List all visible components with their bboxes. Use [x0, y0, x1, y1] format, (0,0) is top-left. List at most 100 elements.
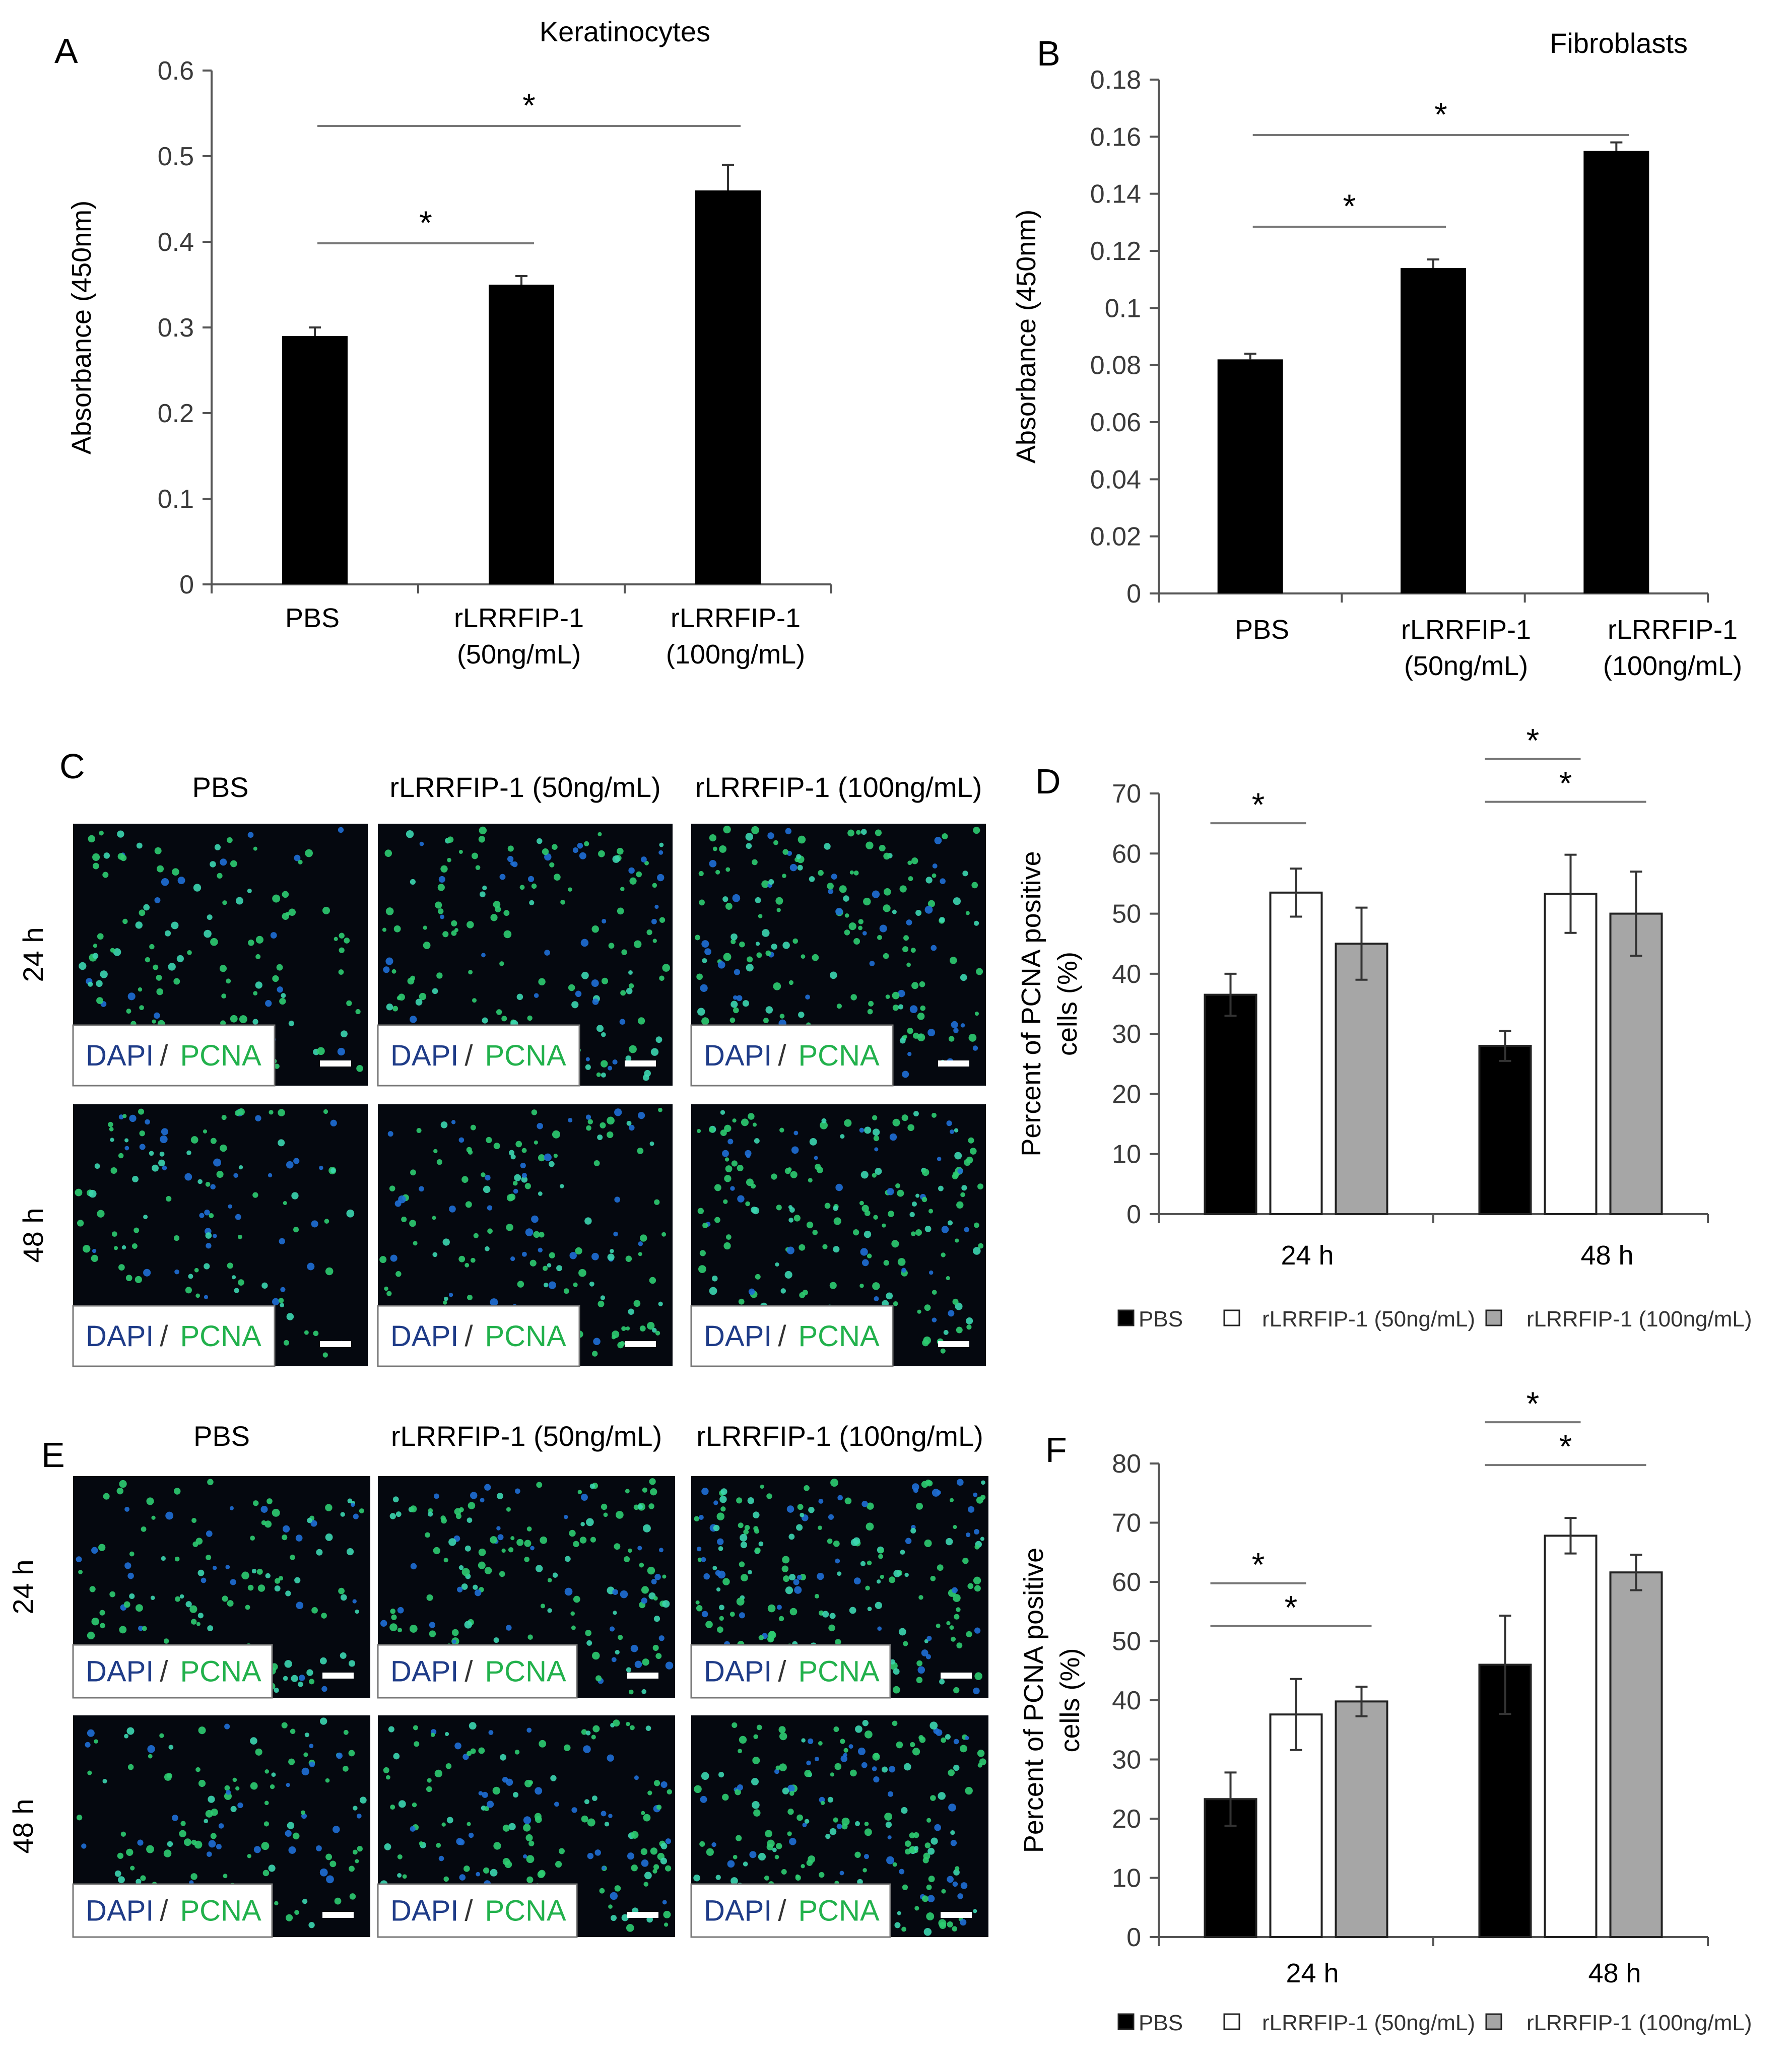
- cell-nucleus: [547, 1608, 552, 1613]
- significance-star: *: [1252, 1546, 1265, 1583]
- stain-label: DAPI / PCNA: [704, 1895, 880, 1927]
- dapi-label: DAPI: [86, 1895, 154, 1927]
- cell-nucleus: [110, 1167, 117, 1174]
- cell-nucleus: [974, 1585, 981, 1592]
- cell-nucleus: [628, 1308, 634, 1315]
- cell-nucleus: [746, 1154, 751, 1158]
- cell-nucleus: [924, 1225, 932, 1232]
- chart-a-keratinocytes: Keratinocytes00.10.20.30.40.50.6Absorban…: [67, 16, 832, 670]
- cell-nucleus: [612, 1059, 618, 1065]
- stain-label-box: DAPI / PCNA: [690, 1024, 894, 1087]
- cell-nucleus: [620, 990, 626, 996]
- stain-label-box: DAPI / PCNA: [377, 1644, 578, 1699]
- cell-nucleus: [338, 969, 344, 975]
- cell-nucleus: [634, 940, 642, 948]
- cell-nucleus: [468, 1150, 473, 1155]
- column-title: rLRRFIP-1 (100ng/mL): [695, 771, 982, 803]
- cell-nucleus: [390, 1805, 395, 1810]
- cell-nucleus: [636, 871, 642, 878]
- cell-nucleus: [587, 1852, 594, 1859]
- micrograph-1-0: DAPI / PCNA: [72, 1715, 370, 1938]
- cell-nucleus: [641, 1689, 647, 1694]
- y-tick-label: 30: [1112, 1746, 1141, 1775]
- cell-nucleus: [284, 1660, 292, 1668]
- cell-nucleus: [429, 1630, 436, 1637]
- cell-nucleus: [140, 1875, 146, 1881]
- dapi-label: DAPI: [86, 1320, 154, 1353]
- cell-nucleus: [250, 1737, 257, 1745]
- cell-nucleus: [906, 962, 911, 967]
- stain-separator: /: [464, 1895, 473, 1927]
- cell-nucleus: [228, 1204, 232, 1209]
- cell-nucleus: [87, 1770, 92, 1775]
- cell-nucleus: [352, 1849, 358, 1855]
- cell-nucleus: [915, 909, 922, 916]
- cell-nucleus: [390, 1609, 396, 1614]
- cell-nucleus: [446, 1817, 453, 1824]
- cell-nucleus: [432, 1252, 438, 1257]
- cell-nucleus: [294, 1577, 301, 1583]
- cell-nucleus: [426, 1786, 432, 1792]
- cell-nucleus: [898, 1628, 906, 1636]
- cell-nucleus: [203, 1129, 208, 1134]
- cell-nucleus: [598, 1300, 605, 1307]
- cell-nucleus: [124, 1146, 129, 1151]
- cell-nucleus: [743, 1861, 748, 1867]
- cell-nucleus: [475, 865, 481, 871]
- cell-nucleus: [468, 1832, 474, 1838]
- cell-nucleus: [899, 1037, 906, 1044]
- cell-nucleus: [549, 1161, 555, 1167]
- cell-nucleus: [540, 1536, 548, 1544]
- cell-nucleus: [717, 961, 725, 969]
- cell-nucleus: [493, 1637, 499, 1643]
- cell-nucleus: [637, 1148, 644, 1154]
- row-label: 24 h: [17, 927, 49, 982]
- cell-nucleus: [639, 1562, 644, 1568]
- cell-nucleus: [592, 1795, 598, 1801]
- cell-nucleus: [950, 1840, 957, 1846]
- y-axis-label: cells (%): [1052, 952, 1083, 1056]
- cell-nucleus: [861, 1259, 869, 1267]
- cell-nucleus: [833, 1246, 840, 1253]
- cell-nucleus: [458, 1137, 464, 1143]
- cell-nucleus: [255, 936, 264, 944]
- cell-nucleus: [282, 1535, 288, 1541]
- cell-nucleus: [478, 1791, 483, 1795]
- cell-nucleus: [135, 921, 143, 929]
- cell-nucleus: [628, 1548, 632, 1553]
- cell-nucleus: [543, 1282, 549, 1288]
- legend-swatch-0: [1117, 2013, 1135, 2030]
- cell-nucleus: [709, 1287, 717, 1295]
- cell-nucleus: [960, 1919, 967, 1926]
- cell-nucleus: [916, 1502, 923, 1510]
- cell-nucleus: [237, 1802, 243, 1809]
- cell-nucleus: [950, 1129, 954, 1134]
- cell-nucleus: [124, 1138, 129, 1143]
- cell-nucleus: [406, 830, 414, 838]
- cell-nucleus: [179, 1594, 184, 1599]
- cell-nucleus: [587, 1818, 595, 1827]
- cell-nucleus: [552, 844, 558, 850]
- cell-nucleus: [827, 883, 834, 890]
- cell-nucleus: [334, 937, 338, 941]
- cell-nucleus: [442, 931, 449, 938]
- cell-nucleus: [596, 1072, 601, 1077]
- cell-nucleus: [778, 1616, 784, 1622]
- cell-nucleus: [613, 1611, 617, 1615]
- cell-nucleus: [643, 1882, 649, 1887]
- cell-nucleus: [102, 872, 109, 878]
- cell-nucleus: [272, 894, 281, 903]
- cell-nucleus: [311, 1607, 318, 1614]
- cell-nucleus: [660, 1857, 668, 1865]
- cell-nucleus: [962, 871, 968, 877]
- cell-nucleus: [773, 982, 781, 990]
- cell-nucleus: [608, 943, 615, 949]
- cell-nucleus: [932, 873, 937, 878]
- cell-nucleus: [645, 1725, 651, 1732]
- cell-nucleus: [827, 1796, 834, 1803]
- cell-nucleus: [694, 1516, 700, 1522]
- cell-nucleus: [751, 826, 759, 834]
- cell-nucleus: [255, 954, 261, 959]
- cell-nucleus: [828, 888, 834, 894]
- cell-nucleus: [808, 1738, 814, 1744]
